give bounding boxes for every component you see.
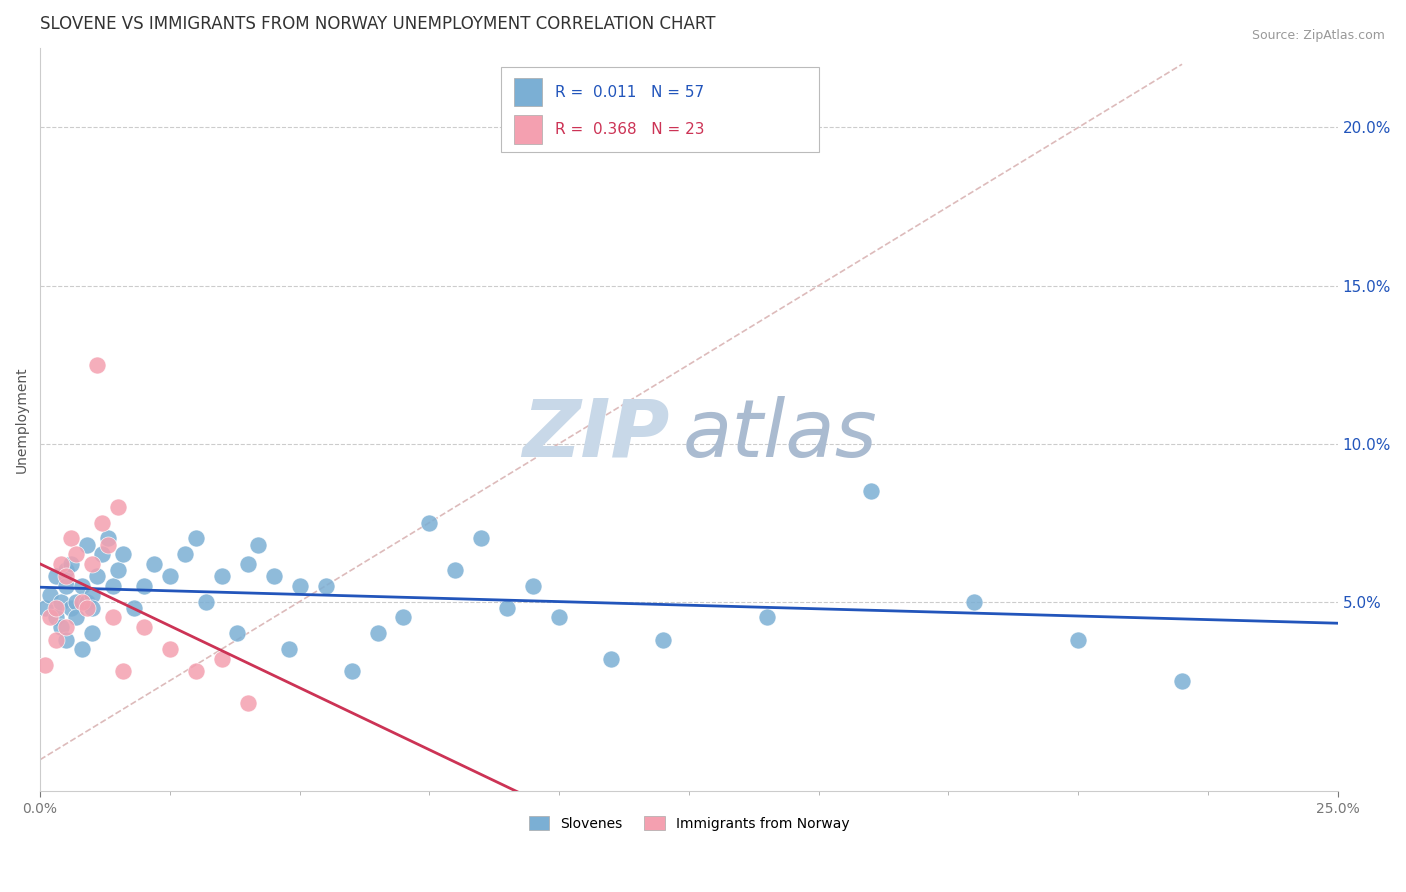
Point: [444, 563, 467, 577]
FancyBboxPatch shape: [513, 115, 543, 144]
Point: [76, 601, 98, 615]
FancyBboxPatch shape: [501, 67, 818, 153]
Point: [112, 547, 135, 561]
Point: [184, 664, 207, 678]
Point: [159, 569, 181, 583]
Point: [45, 601, 67, 615]
Text: Source: ZipAtlas.com: Source: ZipAtlas.com: [1251, 29, 1385, 42]
Point: [45, 632, 67, 647]
Point: [315, 579, 337, 593]
Point: [107, 500, 129, 514]
Point: [55, 579, 77, 593]
Point: [60, 601, 83, 615]
Point: [1067, 632, 1090, 647]
Point: [60, 557, 83, 571]
Point: [236, 557, 259, 571]
Point: [236, 696, 259, 710]
Point: [70, 642, 93, 657]
Point: [80, 601, 103, 615]
Point: [143, 557, 166, 571]
Text: SLOVENE VS IMMIGRANTS FROM NORWAY UNEMPLOYMENT CORRELATION CHART: SLOVENE VS IMMIGRANTS FROM NORWAY UNEMPL…: [41, 15, 716, 33]
Point: [418, 516, 440, 530]
Point: [159, 642, 181, 657]
Point: [600, 651, 623, 665]
Point: [65, 547, 87, 561]
Point: [80, 588, 103, 602]
Text: R =  0.368   N = 23: R = 0.368 N = 23: [555, 122, 704, 136]
Point: [49, 594, 72, 608]
Point: [392, 610, 415, 624]
Point: [101, 610, 124, 624]
Point: [755, 610, 778, 624]
Point: [195, 594, 218, 608]
Text: R =  0.011   N = 57: R = 0.011 N = 57: [555, 85, 704, 100]
Point: [132, 579, 155, 593]
Point: [963, 594, 986, 608]
Point: [211, 651, 233, 665]
Point: [49, 557, 72, 571]
Point: [496, 601, 519, 615]
Point: [91, 516, 114, 530]
Point: [65, 610, 87, 624]
Y-axis label: Unemployment: Unemployment: [15, 367, 30, 473]
Text: atlas: atlas: [682, 396, 877, 474]
Text: ZIP: ZIP: [522, 396, 669, 474]
Point: [55, 569, 77, 583]
Point: [45, 569, 67, 583]
Point: [34, 601, 56, 615]
Point: [86, 358, 108, 372]
Point: [101, 579, 124, 593]
Point: [247, 538, 270, 552]
Point: [122, 601, 145, 615]
Point: [86, 569, 108, 583]
Point: [859, 483, 882, 498]
Point: [97, 538, 120, 552]
Point: [70, 579, 93, 593]
Point: [548, 610, 571, 624]
FancyBboxPatch shape: [513, 78, 543, 106]
Point: [174, 547, 197, 561]
Legend: Slovenes, Immigrants from Norway: Slovenes, Immigrants from Norway: [523, 811, 855, 837]
Point: [226, 626, 249, 640]
Point: [97, 532, 120, 546]
Point: [184, 532, 207, 546]
Point: [55, 632, 77, 647]
Point: [55, 563, 77, 577]
Point: [65, 594, 87, 608]
Point: [49, 620, 72, 634]
Point: [60, 532, 83, 546]
Point: [211, 569, 233, 583]
Point: [278, 642, 301, 657]
Point: [112, 664, 135, 678]
Point: [70, 594, 93, 608]
Point: [91, 547, 114, 561]
Point: [39, 610, 62, 624]
Point: [366, 626, 388, 640]
Point: [652, 632, 675, 647]
Point: [522, 579, 544, 593]
Point: [132, 620, 155, 634]
Point: [107, 563, 129, 577]
Point: [34, 657, 56, 672]
Point: [288, 579, 311, 593]
Point: [76, 538, 98, 552]
Point: [80, 626, 103, 640]
Point: [55, 620, 77, 634]
Point: [263, 569, 285, 583]
Point: [470, 532, 492, 546]
Point: [80, 557, 103, 571]
Point: [39, 588, 62, 602]
Point: [1171, 673, 1194, 688]
Point: [340, 664, 363, 678]
Point: [76, 594, 98, 608]
Point: [45, 610, 67, 624]
